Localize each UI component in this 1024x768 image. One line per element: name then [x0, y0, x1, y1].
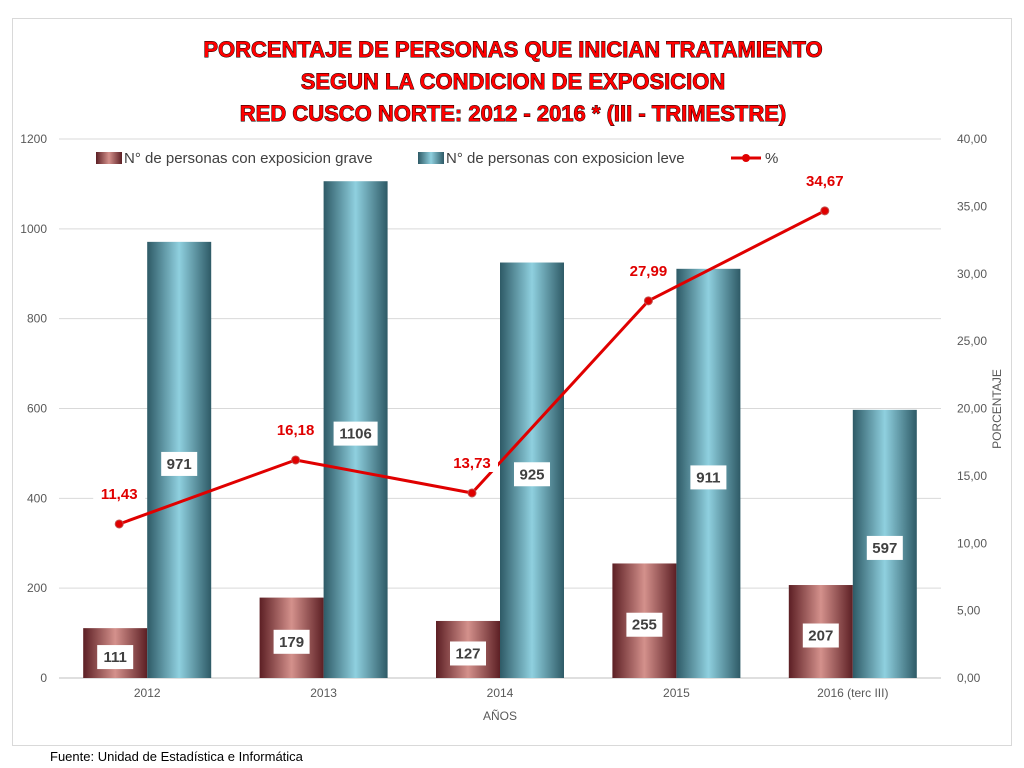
bar-leve-label: 1106	[339, 426, 372, 443]
bar-grave-label-box	[802, 623, 839, 648]
bar-leve-label-box	[514, 462, 550, 487]
y-tick-label: 0	[40, 671, 47, 685]
legend-swatch-leve	[418, 152, 444, 164]
pct-label-box	[269, 418, 322, 439]
pct-point	[467, 488, 477, 498]
y2-tick-label: 30,00	[957, 267, 987, 281]
y2-tick-label: 20,00	[957, 402, 987, 416]
bar-leve-label: 597	[872, 540, 897, 557]
legend-label-pct: %	[765, 150, 778, 167]
pct-point	[114, 519, 124, 529]
pct-label: 34,67	[806, 173, 844, 190]
bar-grave-label-box	[450, 641, 486, 666]
pct-label-box	[446, 451, 498, 472]
pct-label-box	[93, 482, 146, 503]
bar-grave-label: 255	[632, 617, 657, 634]
combo-chart: PORCENTAJE DE PERSONAS QUE INICIAN TRATA…	[20, 37, 1004, 723]
bar-grave-label-box	[273, 629, 310, 654]
y2-axis-title: PORCENTAJE	[990, 369, 1004, 449]
y-tick-label: 800	[27, 312, 47, 326]
legend-swatch-grave	[96, 152, 122, 164]
y-tick-label: 1200	[20, 132, 47, 146]
x-axis-title: AÑOS	[483, 709, 517, 723]
x-tick-label: 2013	[310, 686, 337, 700]
legend-label-leve: N° de personas con exposicion leve	[446, 150, 685, 167]
y2-tick-label: 10,00	[957, 536, 987, 550]
legend-label-grave: N° de personas con exposicion grave	[124, 150, 373, 167]
chart-title-line-1: PORCENTAJE DE PERSONAS QUE INICIAN TRATA…	[203, 37, 822, 62]
pct-label-box	[798, 169, 851, 190]
x-tick-label: 2015	[663, 686, 690, 700]
bar-grave-label-box	[97, 645, 134, 670]
chart-frame: PORCENTAJE DE PERSONAS QUE INICIAN TRATA…	[12, 18, 1012, 746]
bar-leve-label: 971	[167, 456, 192, 473]
bar-leve-label-box	[333, 421, 378, 446]
y2-tick-label: 40,00	[957, 132, 987, 146]
bar-leve-label-box	[161, 451, 198, 476]
bar-leve-label: 911	[696, 469, 720, 486]
pct-label: 27,99	[630, 263, 668, 280]
bar-grave-label: 111	[104, 649, 127, 666]
bar-grave-label-box	[626, 612, 663, 637]
pct-label: 16,18	[277, 422, 315, 439]
pct-label-box	[622, 259, 675, 280]
pct-label: 11,43	[101, 486, 138, 503]
y-tick-label: 600	[27, 402, 47, 416]
bar-grave-label: 179	[279, 634, 304, 651]
y-tick-label: 1000	[20, 222, 47, 236]
pct-point	[643, 296, 653, 306]
source-note: Fuente: Unidad de Estadística e Informát…	[50, 749, 303, 764]
legend-swatch-point	[742, 154, 750, 162]
y2-tick-label: 5,00	[957, 604, 981, 618]
y2-tick-label: 25,00	[957, 334, 987, 348]
y2-tick-label: 15,00	[957, 469, 987, 483]
bar-grave-label: 207	[808, 628, 833, 645]
pct-point	[291, 455, 301, 465]
y-tick-label: 400	[27, 491, 47, 505]
y2-tick-label: 0,00	[957, 671, 981, 685]
bar-grave-label: 127	[455, 645, 480, 662]
chart-title-line-3: RED CUSCO NORTE: 2012 - 2016 * (III - TR…	[240, 101, 786, 126]
x-tick-label: 2014	[487, 686, 514, 700]
x-tick-label: 2016 (terc III)	[817, 686, 888, 700]
bar-leve-label-box	[866, 535, 903, 560]
x-tick-label: 2012	[134, 686, 161, 700]
y2-tick-label: 35,00	[957, 199, 987, 213]
pct-point	[820, 206, 830, 216]
pct-label: 13,73	[453, 455, 491, 472]
bar-leve-label: 925	[519, 466, 544, 483]
chart-title-line-2: SEGUN LA CONDICION DE EXPOSICION	[301, 69, 726, 94]
bar-leve-label-box	[690, 465, 727, 490]
y-tick-label: 200	[27, 581, 47, 595]
